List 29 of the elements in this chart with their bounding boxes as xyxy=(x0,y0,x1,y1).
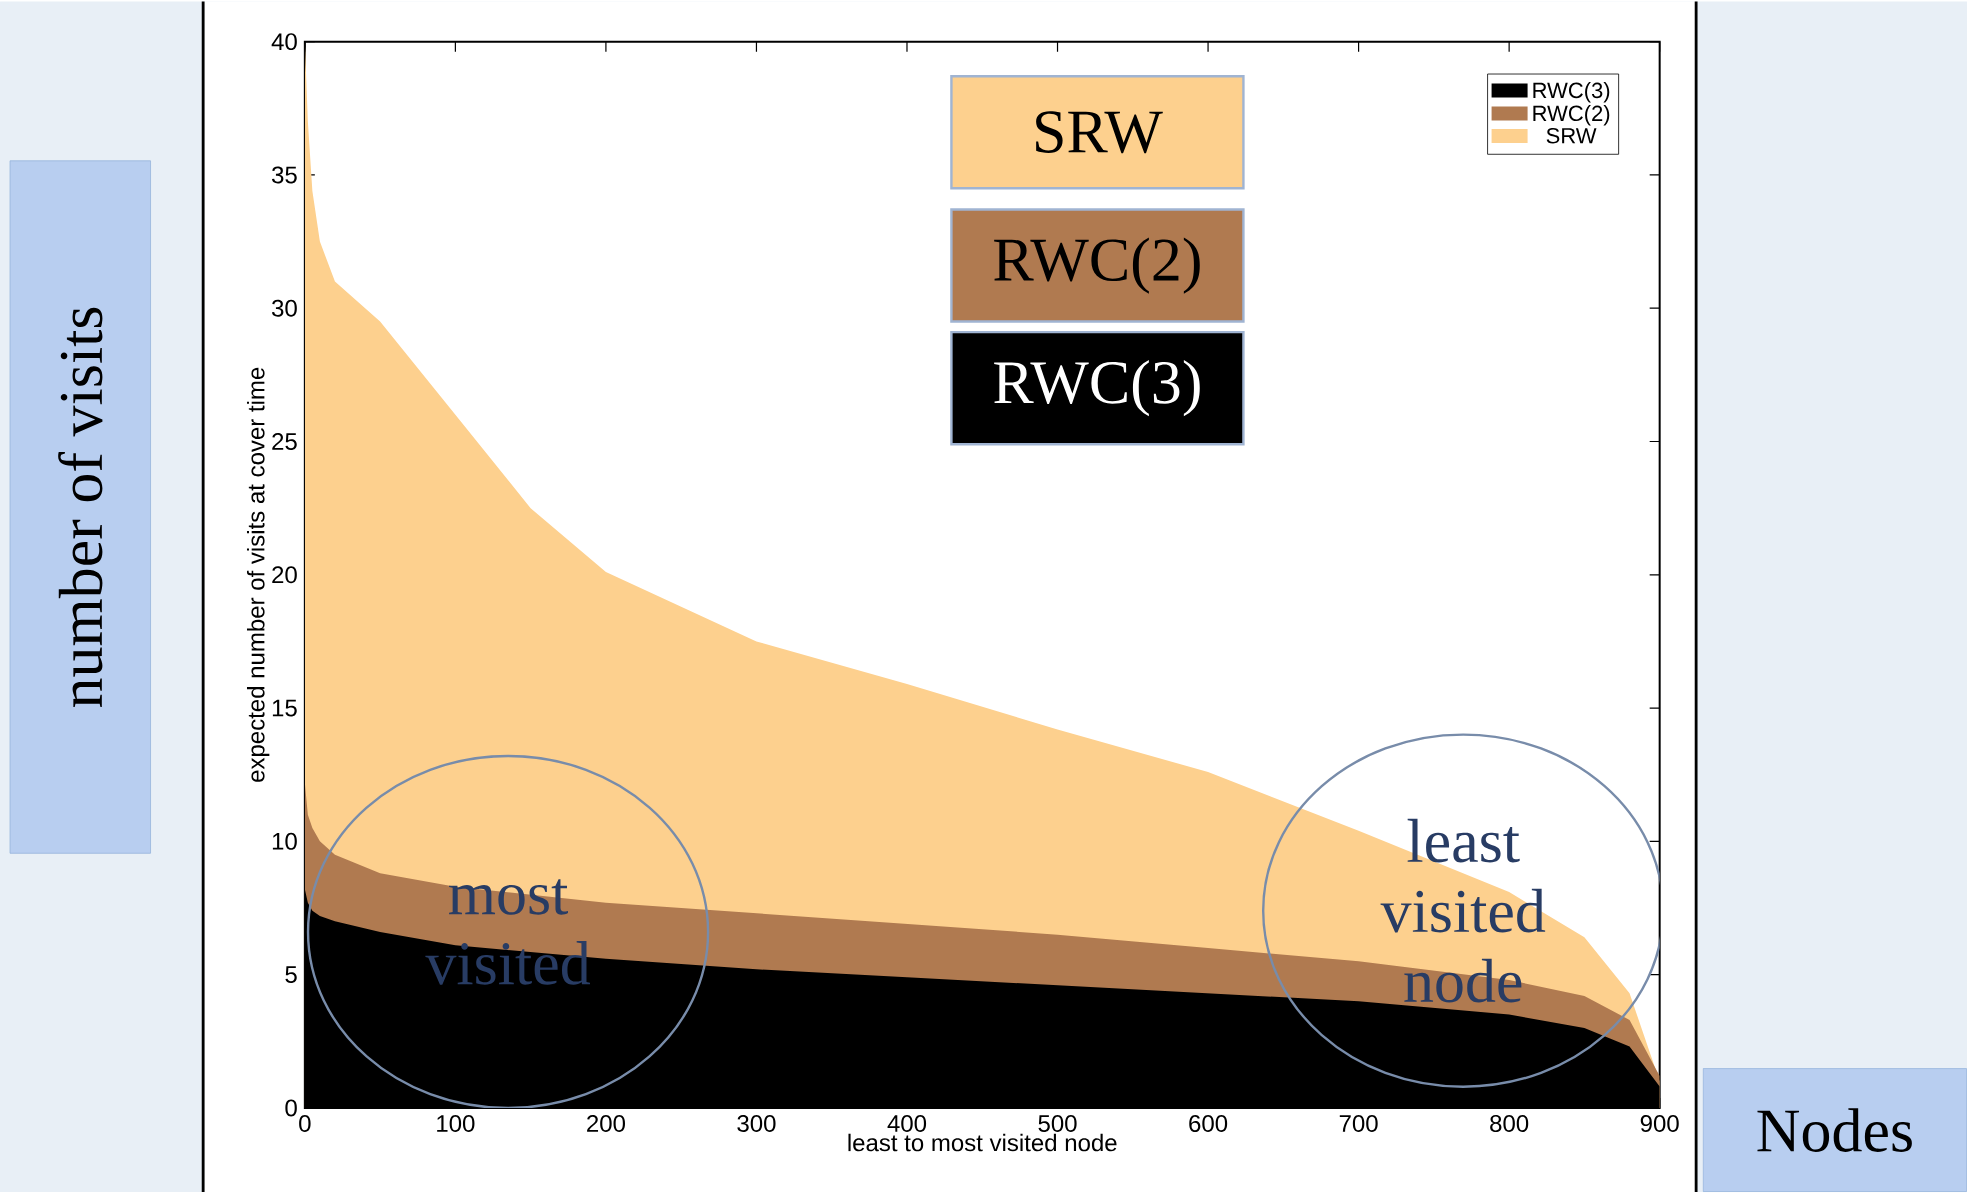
y-tick-label: 30 xyxy=(271,299,297,317)
x-tick-label: 300 xyxy=(737,1114,776,1132)
y-axis-title: expected number of visits at cover time xyxy=(246,367,270,782)
y-tick-label: 35 xyxy=(271,166,297,184)
y-tick-label: 5 xyxy=(285,966,297,983)
legend-label: RWC(3) xyxy=(1533,81,1610,103)
text: number of visits xyxy=(58,307,103,707)
legend-label: SRW xyxy=(1546,127,1597,144)
y-tick-label: 40 xyxy=(271,32,297,50)
x-tick-label: 700 xyxy=(1339,1114,1378,1132)
y-tick-label: 0 xyxy=(285,1099,297,1117)
legend-label: RWC(2) xyxy=(1533,104,1610,126)
x-tick-label: 100 xyxy=(437,1114,475,1132)
y-tick-label: 25 xyxy=(272,432,297,450)
x-tick-label: 400 xyxy=(887,1114,927,1132)
x-tick-label: 600 xyxy=(1189,1114,1228,1132)
y-tick-label: 20 xyxy=(272,566,297,584)
annotation: SRW xyxy=(1036,111,1163,154)
x-tick-label: 900 xyxy=(1640,1114,1679,1132)
annotation: RWC(3) xyxy=(994,359,1200,417)
annotation: RWC(2) xyxy=(994,237,1200,294)
y-tick-label: 10 xyxy=(272,832,297,850)
text: Nodes xyxy=(1757,1108,1912,1152)
x-tick-label: 800 xyxy=(1490,1114,1529,1132)
x-axis-title: least to most visited node xyxy=(848,1133,1117,1152)
x-tick-label: 200 xyxy=(587,1114,625,1132)
x-tick-label: 0 xyxy=(299,1114,311,1132)
x-tick-label: 500 xyxy=(1038,1114,1077,1132)
y-tick-label: 15 xyxy=(272,699,297,717)
